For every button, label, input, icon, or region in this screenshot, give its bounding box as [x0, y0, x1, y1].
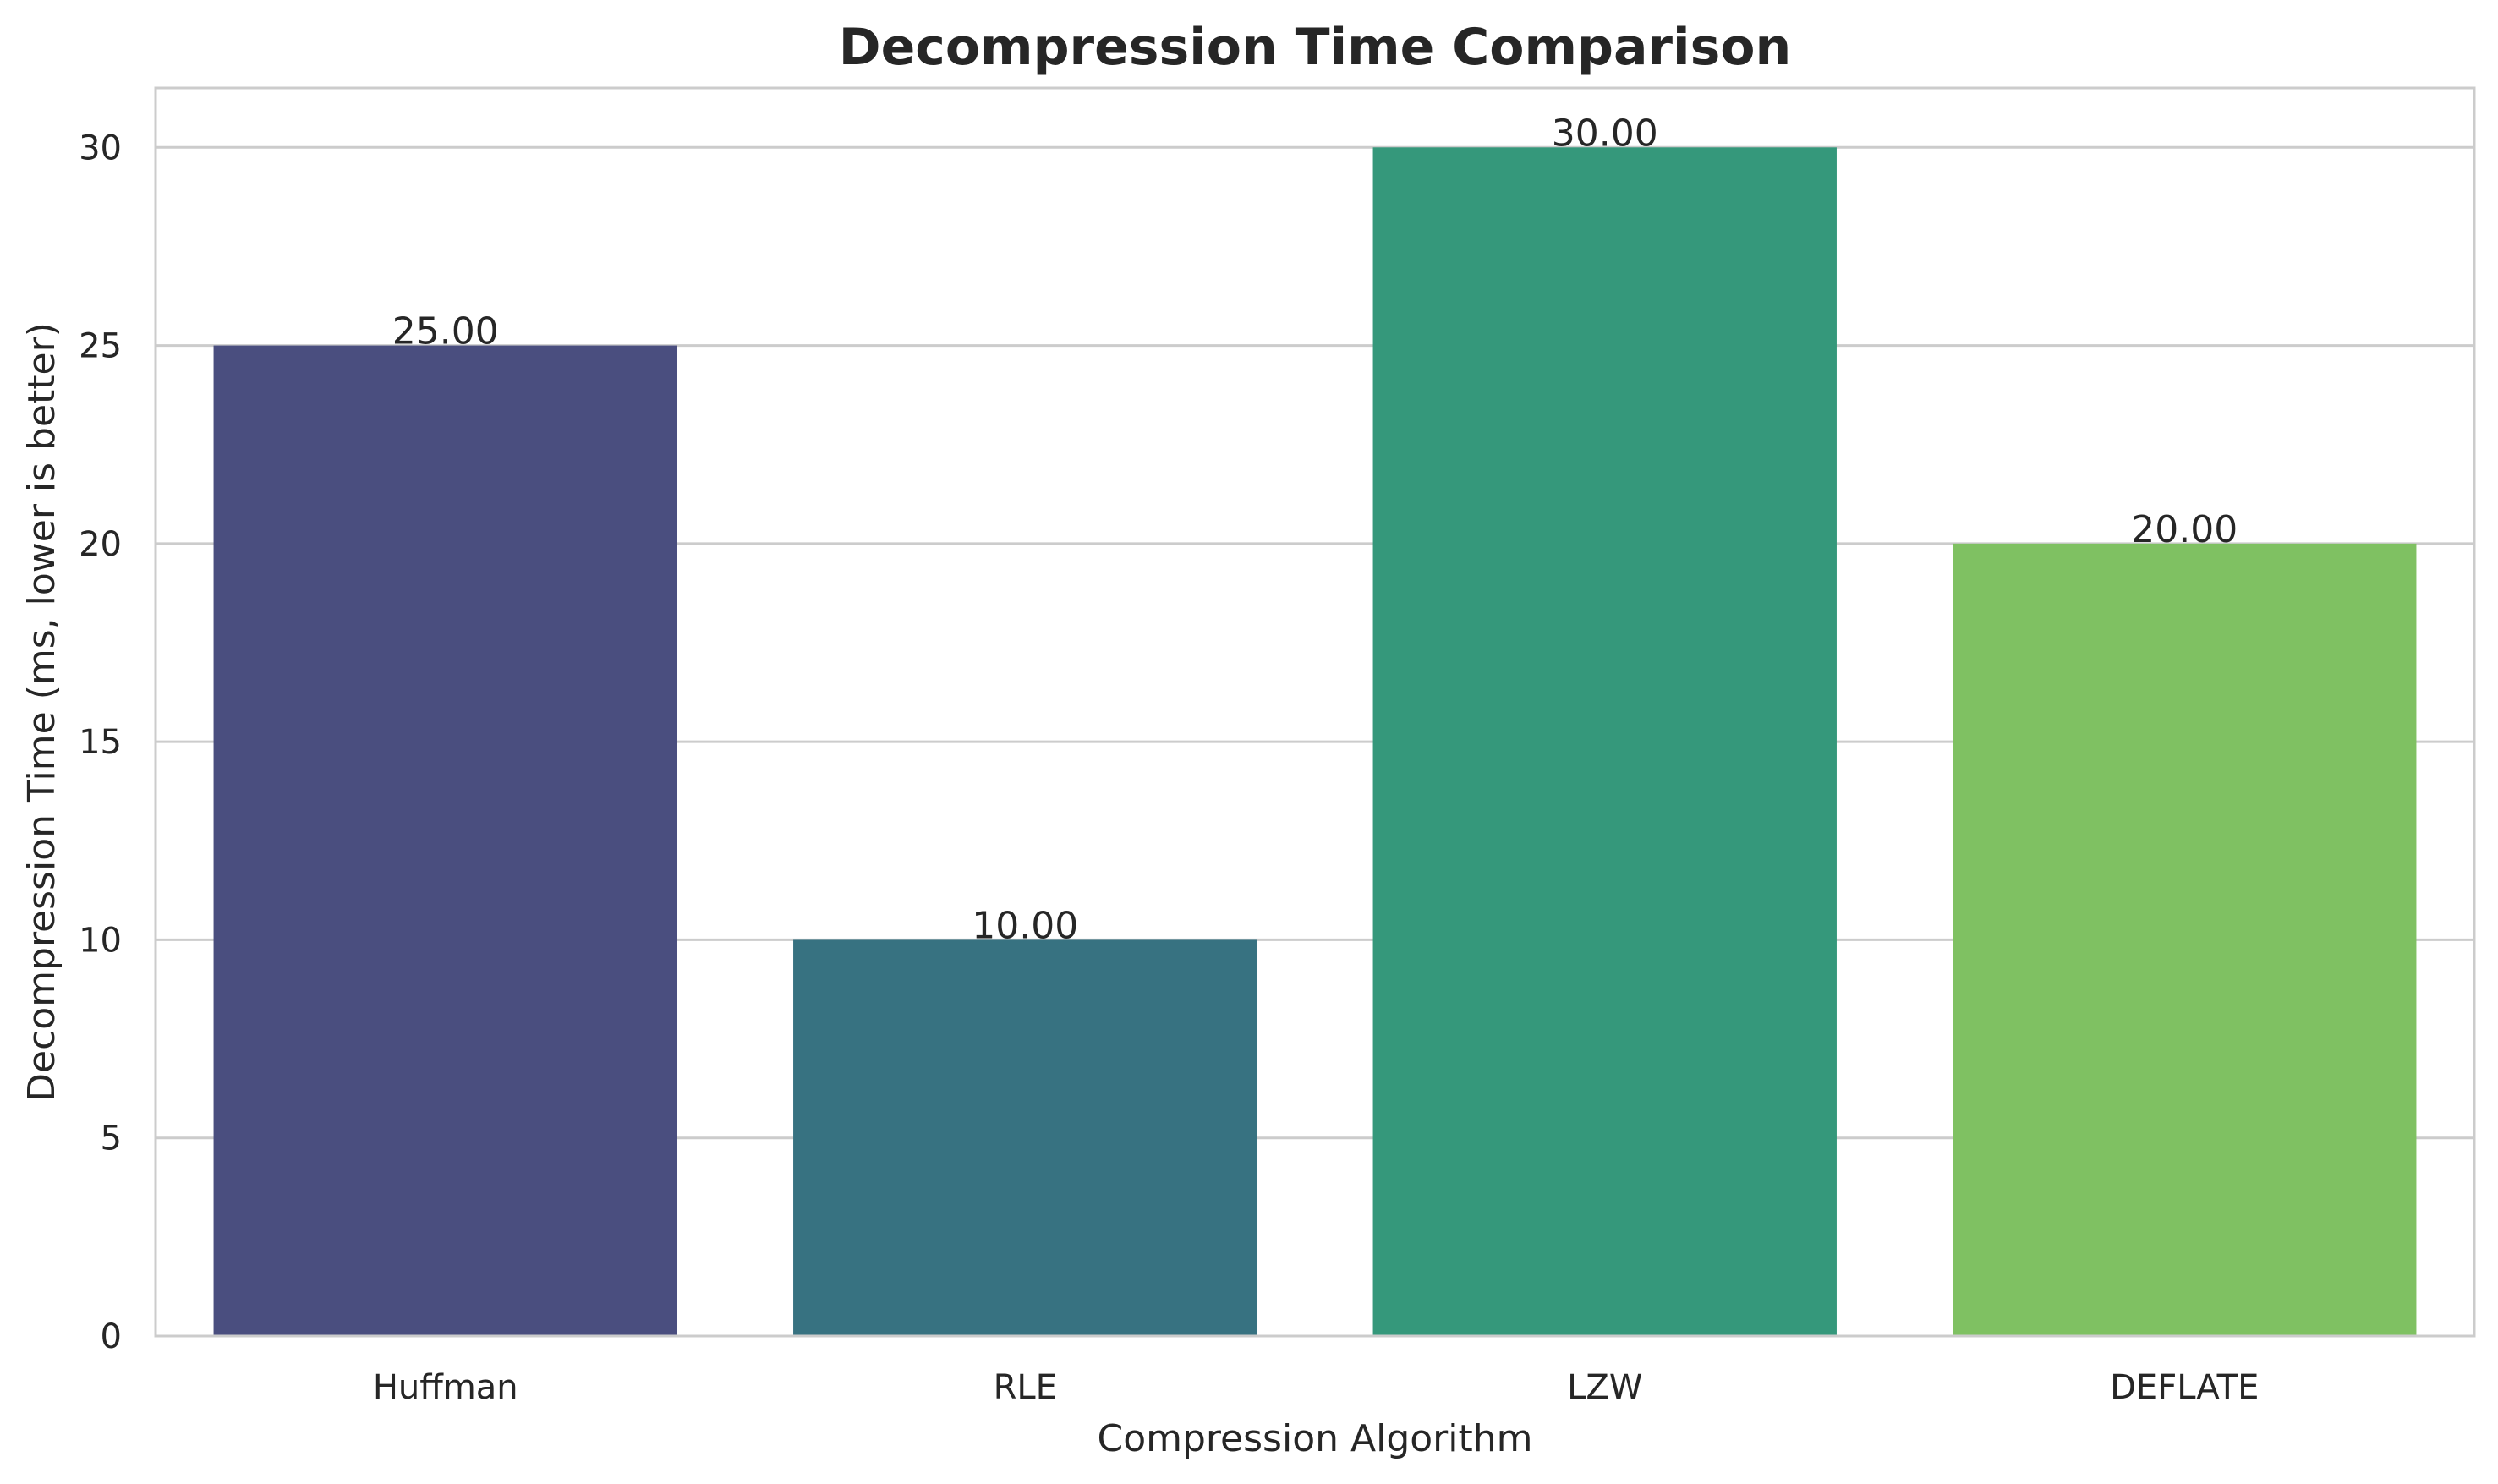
data-label: 10.00: [972, 904, 1078, 947]
bars: [213, 147, 2417, 1337]
y-tick-label: 5: [101, 1120, 122, 1158]
plot-frame: [154, 86, 2476, 1338]
data-label: 30.00: [1552, 112, 1658, 155]
y-tick-label: 0: [101, 1317, 122, 1356]
bar-deflate: [1953, 543, 2417, 1336]
chart-title: Decompression Time Comparison: [839, 18, 1791, 77]
data-label: 20.00: [2131, 508, 2238, 551]
x-tick-labels: Huffman RLE LZW DEFLATE: [373, 1368, 2260, 1407]
y-tick-label: 30: [79, 129, 122, 167]
bar-huffman: [213, 345, 677, 1337]
y-axis-label: Decompression Time (ms, lower is better): [20, 322, 63, 1102]
data-label: 25.00: [392, 310, 499, 353]
bar-lzw: [1372, 147, 1837, 1336]
x-tick-label: Huffman: [373, 1368, 518, 1407]
x-tick-label: LZW: [1567, 1368, 1642, 1407]
x-tick-label: RLE: [994, 1368, 1057, 1407]
x-tick-label: DEFLATE: [2110, 1368, 2259, 1407]
y-tick-label: 25: [79, 327, 122, 366]
y-tick-label: 10: [79, 921, 122, 960]
y-tick-label: 15: [79, 723, 122, 762]
y-tick-label: 20: [79, 525, 122, 564]
y-tick-labels: 0 5 10 15 20 25 30: [79, 129, 122, 1356]
data-labels: 25.00 10.00 30.00 20.00: [392, 112, 2238, 947]
x-axis-label: Compression Algorithm: [1098, 1417, 1533, 1460]
bar-rle: [793, 939, 1257, 1336]
